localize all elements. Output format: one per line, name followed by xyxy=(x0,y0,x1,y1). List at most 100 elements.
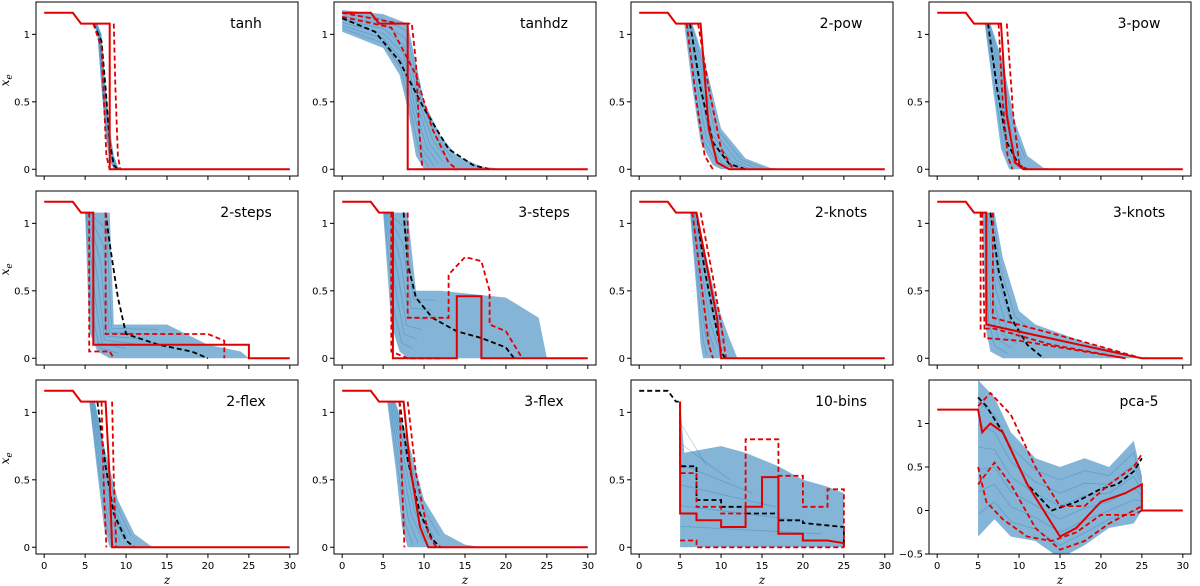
x-tick-label: 10 xyxy=(1013,561,1026,572)
plot-area xyxy=(44,389,290,549)
bestfit-line xyxy=(639,200,885,360)
sample-curve xyxy=(690,212,708,356)
bound-line xyxy=(680,539,844,549)
bound-line xyxy=(92,23,111,170)
panel-10-bins: 0 5 10 15 20 25 30 0 0.5 1 10-bins z xyxy=(609,379,894,586)
panel-title: tanhdz xyxy=(520,16,568,32)
panel-tanhdz: 0 0.5 1 tanhdz xyxy=(312,1,597,180)
sample-curve xyxy=(388,212,436,301)
median-line xyxy=(341,17,490,171)
sample-curve xyxy=(88,212,159,330)
sample-curve xyxy=(389,401,419,544)
panel-title: pca-5 xyxy=(1119,394,1158,410)
y-tick-label: 0 xyxy=(619,165,625,176)
sample-band xyxy=(383,212,547,359)
sample-curve xyxy=(978,446,1143,507)
x-tick-label: 30 xyxy=(878,561,891,572)
y-tick-label: 0.5 xyxy=(14,286,30,297)
bestfit-line xyxy=(639,11,885,171)
bound-line xyxy=(111,401,118,548)
y-tick-label: 0 xyxy=(322,165,328,176)
y-tick-label: 1 xyxy=(619,408,625,419)
x-axis-label: z xyxy=(461,573,469,586)
panel-2-flex: 0 5 10 15 20 25 30 0 0.5 1 2-flex xe z xyxy=(0,379,299,586)
sample-band xyxy=(982,212,1142,359)
panel-title: 2-pow xyxy=(820,16,863,32)
x-axis-label: z xyxy=(163,573,171,586)
panel-pca-5: 0 5 10 15 20 25 30 −0.5 0 0.5 1 pca-5 z xyxy=(899,379,1192,586)
bound-line xyxy=(979,212,1126,360)
plot-area xyxy=(937,200,1183,360)
sample-curve xyxy=(383,212,413,349)
sample-curve xyxy=(89,401,114,546)
sample-curve xyxy=(985,212,1013,349)
panel-title: 2-flex xyxy=(226,394,265,410)
x-tick-label: 15 xyxy=(756,561,769,572)
y-tick-label: 0 xyxy=(24,543,30,554)
y-axis-label-sub: e xyxy=(5,74,15,79)
y-tick-label: 0.5 xyxy=(312,286,328,297)
y-tick-label: 0 xyxy=(322,543,328,554)
sample-curve xyxy=(342,22,439,164)
bestfit-line xyxy=(44,11,290,171)
sample-curve xyxy=(987,212,1017,345)
panel-title: 2-steps xyxy=(220,205,272,221)
x-tick-label: 20 xyxy=(500,561,513,572)
median-line xyxy=(402,212,515,359)
sample-curve xyxy=(689,23,757,169)
median-line xyxy=(695,212,726,359)
x-tick-label: 15 xyxy=(1054,561,1067,572)
median-line xyxy=(977,396,1143,512)
y-tick-label: 0 xyxy=(24,165,30,176)
bound-line xyxy=(406,401,438,548)
y-tick-label: 1 xyxy=(24,30,30,41)
median-line xyxy=(104,212,209,360)
y-axis-label-main: x xyxy=(0,79,12,86)
bestfit-line xyxy=(342,200,588,360)
sample-curve xyxy=(679,442,731,481)
y-tick-label: 0 xyxy=(917,165,923,176)
x-tick-label: 20 xyxy=(797,561,810,572)
bound-line xyxy=(112,23,122,170)
bound-line xyxy=(1005,23,1025,170)
x-tick-label: 10 xyxy=(120,561,133,572)
sample-curve xyxy=(391,401,430,540)
x-tick-label: 0 xyxy=(934,561,940,572)
x-tick-label: 30 xyxy=(283,561,296,572)
y-axis-label-sub: e xyxy=(5,263,15,268)
x-tick-label: 5 xyxy=(380,561,386,572)
sample-curve xyxy=(680,526,822,535)
panel-3-knots: 0 0.5 1 3-knots xyxy=(907,190,1192,369)
bound-line xyxy=(685,23,714,170)
y-tick-label: 0.5 xyxy=(609,97,625,108)
bound-line xyxy=(104,212,226,359)
median-line xyxy=(398,401,442,548)
x-tick-label: 0 xyxy=(41,561,47,572)
x-axis-label: z xyxy=(1056,573,1064,586)
y-tick-label: 0 xyxy=(917,506,923,517)
bound-line xyxy=(699,212,727,359)
sample-curve xyxy=(679,463,753,494)
plot-area xyxy=(341,10,588,171)
sample-curve xyxy=(92,401,125,540)
panel-2-steps: 0 0.5 1 2-steps xe xyxy=(0,190,299,369)
y-axis-label-sub: e xyxy=(5,452,15,457)
bound-line xyxy=(398,401,406,548)
x-tick-label: 30 xyxy=(581,561,594,572)
x-tick-label: 15 xyxy=(459,561,472,572)
x-tick-label: 20 xyxy=(1095,561,1108,572)
bestfit-line xyxy=(44,389,290,549)
panel-2-knots: 0 0.5 1 2-knots xyxy=(609,190,894,369)
sample-curve xyxy=(342,12,453,158)
sample-curve xyxy=(342,15,448,160)
bestfit-line xyxy=(342,11,588,171)
panel-title: 3-flex xyxy=(524,394,563,410)
sample-curve xyxy=(85,212,127,349)
y-tick-label: 0.5 xyxy=(907,286,923,297)
bestfit-line xyxy=(937,11,1183,171)
x-tick-label: 25 xyxy=(838,561,851,572)
median-line xyxy=(987,23,1028,171)
x-tick-label: 0 xyxy=(636,561,642,572)
x-tick-label: 15 xyxy=(161,561,174,572)
